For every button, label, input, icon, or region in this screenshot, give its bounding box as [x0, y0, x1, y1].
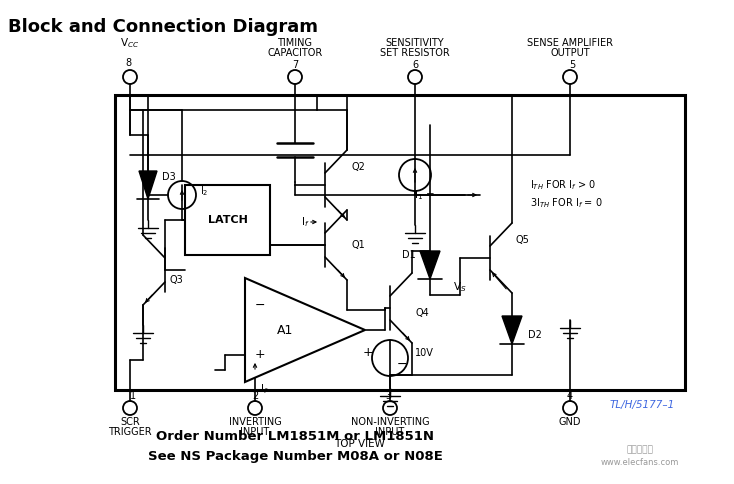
Text: TIMING: TIMING — [277, 38, 313, 48]
Text: I$_f$: I$_f$ — [260, 382, 269, 396]
Text: 7: 7 — [292, 60, 298, 70]
Text: GND: GND — [559, 417, 581, 427]
Text: 3I$_{TH}$ FOR I$_f$ = 0: 3I$_{TH}$ FOR I$_f$ = 0 — [530, 196, 603, 210]
Text: −: − — [397, 358, 407, 370]
Text: Q2: Q2 — [351, 162, 365, 172]
Text: Q5: Q5 — [516, 235, 530, 245]
Text: D2: D2 — [528, 330, 542, 340]
Text: INVERTING: INVERTING — [228, 417, 281, 427]
Polygon shape — [245, 278, 365, 382]
Text: TOP VIEW: TOP VIEW — [335, 439, 385, 449]
Text: OUTPUT: OUTPUT — [550, 48, 590, 58]
Text: Q1: Q1 — [351, 240, 365, 250]
Polygon shape — [420, 251, 440, 279]
Text: 6: 6 — [412, 60, 418, 70]
Text: Q3: Q3 — [170, 275, 184, 285]
Text: SENSITIVITY: SENSITIVITY — [385, 38, 444, 48]
Text: +: + — [363, 346, 374, 359]
Text: 5: 5 — [569, 60, 575, 70]
Text: SENSE AMPLIFIER: SENSE AMPLIFIER — [527, 38, 613, 48]
Text: CAPACITOR: CAPACITOR — [267, 48, 323, 58]
Text: I$_1$ =: I$_1$ = — [414, 188, 435, 202]
Text: I$_2$: I$_2$ — [200, 184, 208, 198]
Text: INPUT: INPUT — [240, 427, 269, 437]
Text: 电子发烧友: 电子发烧友 — [627, 445, 653, 454]
Text: See NS Package Number M08A or N08E: See NS Package Number M08A or N08E — [148, 450, 443, 463]
Text: Q4: Q4 — [416, 308, 429, 318]
Text: −: − — [255, 299, 265, 312]
Text: 4: 4 — [567, 391, 573, 401]
Bar — [115, 95, 685, 390]
Text: D3: D3 — [162, 172, 175, 182]
Text: LATCH: LATCH — [208, 215, 247, 225]
Text: V$_S$: V$_S$ — [453, 280, 467, 294]
Text: I$_{TH}$ FOR I$_f$ > 0: I$_{TH}$ FOR I$_f$ > 0 — [530, 178, 597, 192]
Text: I$_f$: I$_f$ — [301, 215, 309, 229]
Text: A1: A1 — [277, 323, 293, 336]
Text: +: + — [255, 348, 265, 362]
Text: NON-INVERTING: NON-INVERTING — [351, 417, 429, 427]
Text: TRIGGER: TRIGGER — [108, 427, 152, 437]
Text: SCR: SCR — [120, 417, 140, 427]
Text: 10V: 10V — [415, 348, 434, 358]
Text: www.elecfans.com: www.elecfans.com — [601, 458, 679, 467]
Text: Block and Connection Diagram: Block and Connection Diagram — [8, 18, 318, 36]
Bar — [185, 185, 270, 255]
Text: INPUT: INPUT — [375, 427, 404, 437]
Text: D1: D1 — [402, 250, 416, 260]
Text: 3: 3 — [385, 391, 391, 401]
Text: 1: 1 — [130, 391, 136, 401]
Text: Order Number LM1851M or LM1851N: Order Number LM1851M or LM1851N — [156, 430, 434, 443]
Polygon shape — [139, 171, 157, 199]
Text: V$_{CC}$: V$_{CC}$ — [120, 36, 139, 50]
Text: SET RESISTOR: SET RESISTOR — [380, 48, 450, 58]
Text: 8: 8 — [125, 58, 131, 68]
Text: TL/H/5177–1: TL/H/5177–1 — [610, 400, 675, 410]
Text: 2: 2 — [252, 391, 258, 401]
Polygon shape — [502, 316, 522, 344]
